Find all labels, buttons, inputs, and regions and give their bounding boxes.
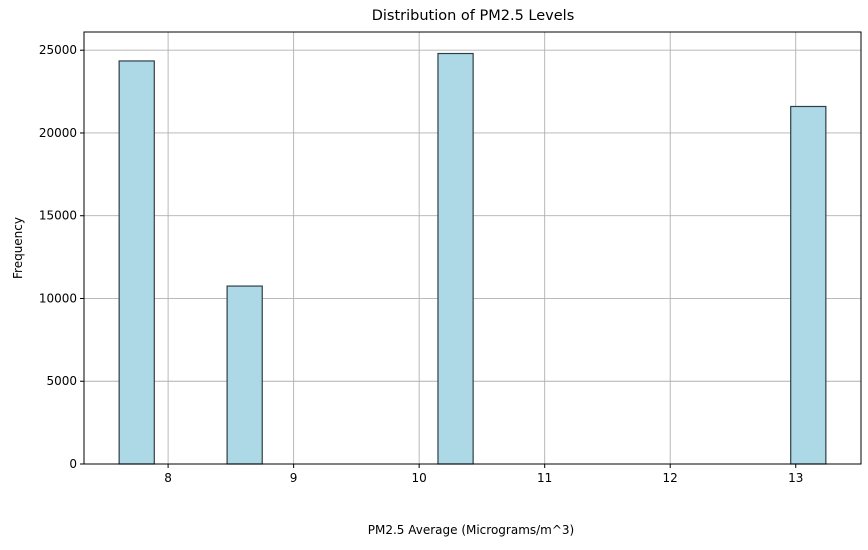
x-tick-label: 10 [412, 471, 427, 485]
histogram-bar [226, 285, 263, 465]
x-tick-label: 12 [663, 471, 678, 485]
plot-frame [83, 31, 862, 465]
chart-title: Distribution of PM2.5 Levels [372, 8, 575, 24]
y-tick-label: 25000 [39, 43, 77, 57]
y-tick-label: 10000 [39, 291, 77, 305]
x-axis-label: PM2.5 Average (Micrograms/m^3) [368, 523, 575, 537]
x-tick-label: 11 [537, 471, 552, 485]
y-tick-label: 15000 [39, 209, 77, 223]
x-tick-label: 13 [788, 471, 803, 485]
histogram-bar [437, 52, 474, 465]
x-tick-label: 8 [164, 471, 172, 485]
y-tick-label: 5000 [46, 374, 77, 388]
tick-layer: 8 9 10 11 12 13 0 5000 10000 15000 20000 25000 [39, 43, 804, 485]
y-tick-label: 20000 [39, 126, 77, 140]
y-axis-label: Frequency [11, 217, 25, 279]
bar-layer [118, 52, 827, 465]
histogram-bar [790, 105, 827, 465]
x-tick-label: 9 [290, 471, 298, 485]
y-tick-label: 0 [69, 457, 77, 471]
histogram-bar [118, 60, 155, 465]
